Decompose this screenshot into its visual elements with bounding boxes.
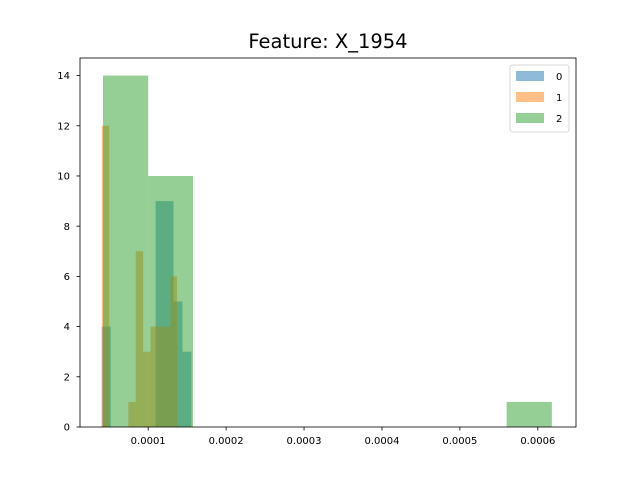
y-tick-label: 2 (64, 372, 70, 383)
legend-label-2: 2 (556, 114, 562, 125)
x-tick-label: 0.0003 (287, 436, 322, 447)
y-tick-label: 0 (64, 423, 70, 434)
legend-label-1: 1 (556, 93, 562, 104)
plot-frame (79, 57, 577, 428)
y-tick-label: 12 (57, 121, 70, 132)
y-tick-label: 10 (57, 172, 70, 183)
y-tick-label: 4 (64, 322, 70, 333)
legend-swatch-1 (516, 92, 544, 102)
bar-series-2-bin-2 (506, 401, 552, 427)
bar-series-2-bin-1 (148, 175, 193, 427)
bar-series-2-bin-0 (102, 75, 149, 428)
legend-swatch-0 (516, 71, 544, 81)
y-tick-label: 14 (57, 71, 70, 82)
x-tick-label: 0.0006 (520, 436, 555, 447)
chart-title: Feature: X_1954 (248, 30, 407, 53)
y-tick-label: 6 (64, 272, 70, 283)
bars-layer (101, 75, 552, 428)
x-tick-label: 0.0005 (442, 436, 477, 447)
y-axis: 0 2 4 6 8 10 12 14 (57, 71, 80, 434)
legend-label-0: 0 (556, 72, 562, 83)
y-tick-label: 8 (64, 222, 70, 233)
x-tick-label: 0.0004 (364, 436, 399, 447)
x-tick-label: 0.0001 (131, 436, 166, 447)
legend-swatch-2 (516, 113, 544, 123)
x-tick-label: 0.0002 (209, 436, 244, 447)
x-axis: 0.0001 0.0002 0.0003 0.0004 0.0005 0.0006 (131, 427, 555, 447)
legend: 0 1 2 (509, 64, 570, 133)
